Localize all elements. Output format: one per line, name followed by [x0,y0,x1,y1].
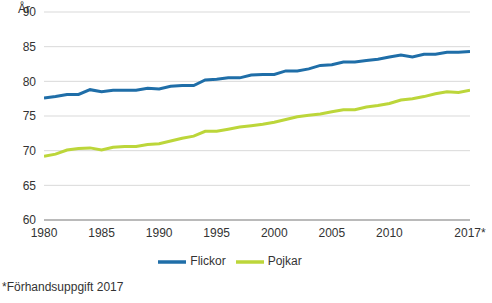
svg-text:2005: 2005 [318,226,345,240]
svg-text:2000: 2000 [261,226,288,240]
svg-text:60: 60 [23,213,37,227]
svg-text:90: 90 [23,5,37,19]
svg-text:2017*: 2017* [454,226,484,240]
svg-text:85: 85 [23,40,37,54]
svg-text:70: 70 [23,144,37,158]
svg-text:2010: 2010 [376,226,403,240]
svg-text:80: 80 [23,75,37,89]
svg-text:1980: 1980 [31,226,58,240]
svg-text:1985: 1985 [88,226,115,240]
svg-text:1995: 1995 [203,226,230,240]
svg-text:65: 65 [23,179,37,193]
svg-text:1990: 1990 [146,226,173,240]
svg-text:75: 75 [23,109,37,123]
